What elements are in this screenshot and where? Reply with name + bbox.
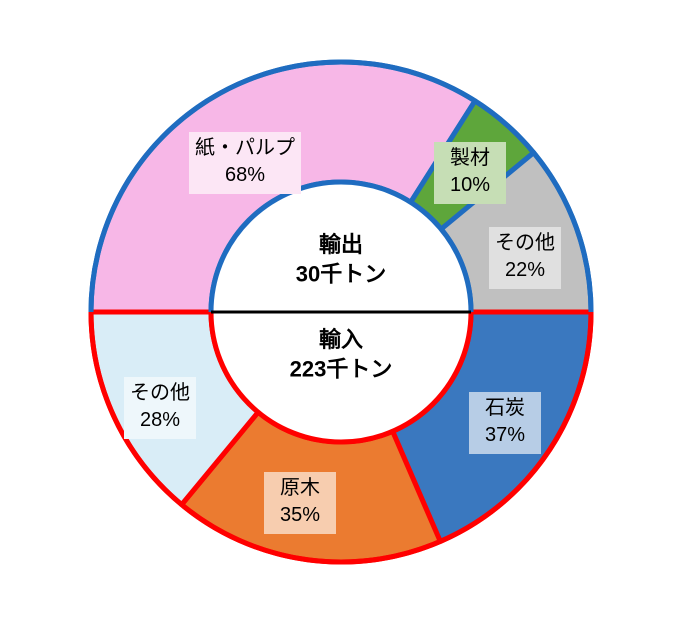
donut-chart: 輸出30千トン輸入223千トン紙・パルプ68%製材10%その他22%石炭37%原… (0, 0, 683, 625)
